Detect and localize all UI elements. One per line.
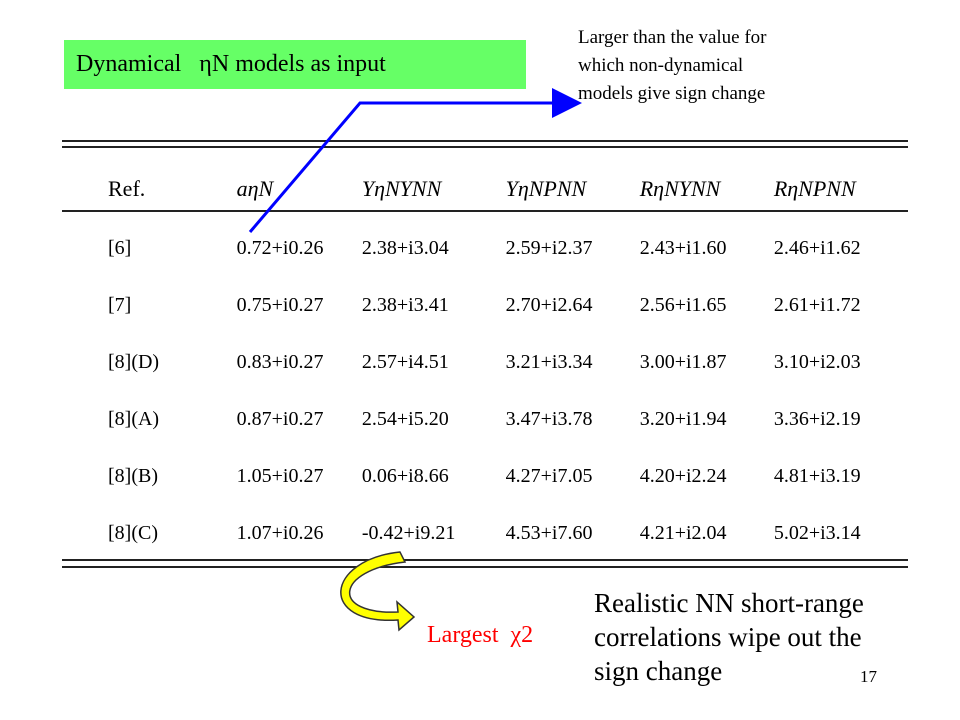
cell: 3.47+i3.78 (505, 408, 593, 430)
cell: 2.46+i1.62 (773, 237, 861, 259)
table-row: [8](B) 1.05+i0.27 0.06+i8.66 4.27+i7.05 … (68, 448, 908, 505)
cell: 0.83+i0.27 (236, 351, 324, 373)
cell: 3.20+i1.94 (639, 408, 727, 430)
header-y-p: YηNPNN (505, 176, 587, 201)
curved-yellow-arrow-icon (340, 551, 416, 632)
cell: 3.00+i1.87 (639, 351, 727, 373)
blue-arrow-icon (248, 88, 582, 233)
top-note-line: Larger than the value for (578, 27, 767, 48)
table-header-rule (62, 210, 908, 212)
cell-ref: [8](B) (108, 465, 158, 487)
header-r-p: RηNPNN (773, 176, 856, 201)
cell: 3.10+i2.03 (773, 351, 861, 373)
cell: 4.21+i2.04 (639, 522, 727, 544)
page-number: 17 (860, 667, 877, 686)
table-row: [8](C) 1.07+i0.26 -0.42+i9.21 4.53+i7.60… (68, 505, 908, 562)
header-a-eta-n: aηN (236, 176, 274, 201)
bottom-note: Realistic NN short-range correlations wi… (594, 586, 934, 688)
table-bottom-rule (62, 559, 908, 561)
table-row: [8](D) 0.83+i0.27 2.57+i4.51 3.21+i3.34 … (68, 334, 908, 391)
table-bottom-rule-2 (62, 566, 908, 568)
cell: 4.53+i7.60 (505, 522, 593, 544)
cell: 4.81+i3.19 (773, 465, 861, 487)
table-top-rule (62, 140, 908, 142)
header-ref: Ref. (108, 176, 146, 201)
cell: 3.36+i2.19 (773, 408, 861, 430)
cell: 0.75+i0.27 (236, 294, 324, 316)
table-row: [8](A) 0.87+i0.27 2.54+i5.20 3.47+i3.78 … (68, 391, 908, 448)
header-y-y: YηNYNN (361, 176, 442, 201)
title-symbol: η (199, 51, 212, 77)
cell: 0.87+i0.27 (236, 408, 324, 430)
bottom-note-line: correlations wipe out the (594, 622, 862, 652)
cell: 3.21+i3.34 (505, 351, 593, 373)
table-row: [7] 0.75+i0.27 2.38+i3.41 2.70+i2.64 2.5… (68, 277, 908, 334)
bottom-note-line: sign change (594, 656, 723, 686)
cell: 2.38+i3.04 (361, 237, 449, 259)
cell: 2.59+i2.37 (505, 237, 593, 259)
cell: 5.02+i3.14 (773, 522, 861, 544)
table-header-row: Ref. aηN YηNYNN YηNPNN RηNYNN RηNPNN (68, 158, 908, 220)
cell: 4.27+i7.05 (505, 465, 593, 487)
bottom-note-line: Realistic NN short-range (594, 588, 864, 618)
title-box: Dynamical ηN models as input (64, 40, 526, 89)
cell: 2.38+i3.41 (361, 294, 449, 316)
cell: 2.56+i1.65 (639, 294, 727, 316)
largest-text: Largest (427, 622, 499, 648)
cell: 4.20+i2.24 (639, 465, 727, 487)
cell: -0.42+i9.21 (361, 522, 456, 544)
cell: 2.43+i1.60 (639, 237, 727, 259)
results-table: Ref. aηN YηNYNN YηNPNN RηNYNN RηNPNN [6]… (68, 158, 908, 562)
table-top-rule-2 (62, 146, 908, 148)
top-note: Larger than the value for which non-dyna… (578, 24, 878, 108)
cell: 0.72+i0.26 (236, 237, 324, 259)
chi2-symbol: χ2 (510, 622, 534, 648)
header-r-y: RηNYNN (639, 176, 721, 201)
top-note-line: models give sign change (578, 83, 766, 104)
cell-ref: [7] (108, 294, 132, 316)
cell-ref: [8](C) (108, 522, 158, 544)
cell-ref: [8](A) (108, 408, 160, 430)
table-row: [6] 0.72+i0.26 2.38+i3.04 2.59+i2.37 2.4… (68, 220, 908, 277)
title-rest: N models as input (211, 51, 386, 77)
cell: 2.54+i5.20 (361, 408, 449, 430)
largest-chi2-label: Largest χ2 (427, 622, 533, 649)
title-prefix: Dynamical (76, 51, 182, 77)
cell-ref: [8](D) (108, 351, 160, 373)
cell: 0.06+i8.66 (361, 465, 449, 487)
cell: 1.05+i0.27 (236, 465, 324, 487)
top-note-line: which non-dynamical (578, 55, 744, 76)
cell: 2.70+i2.64 (505, 294, 593, 316)
cell-ref: [6] (108, 237, 132, 259)
cell: 2.57+i4.51 (361, 351, 449, 373)
cell: 1.07+i0.26 (236, 522, 324, 544)
cell: 2.61+i1.72 (773, 294, 861, 316)
